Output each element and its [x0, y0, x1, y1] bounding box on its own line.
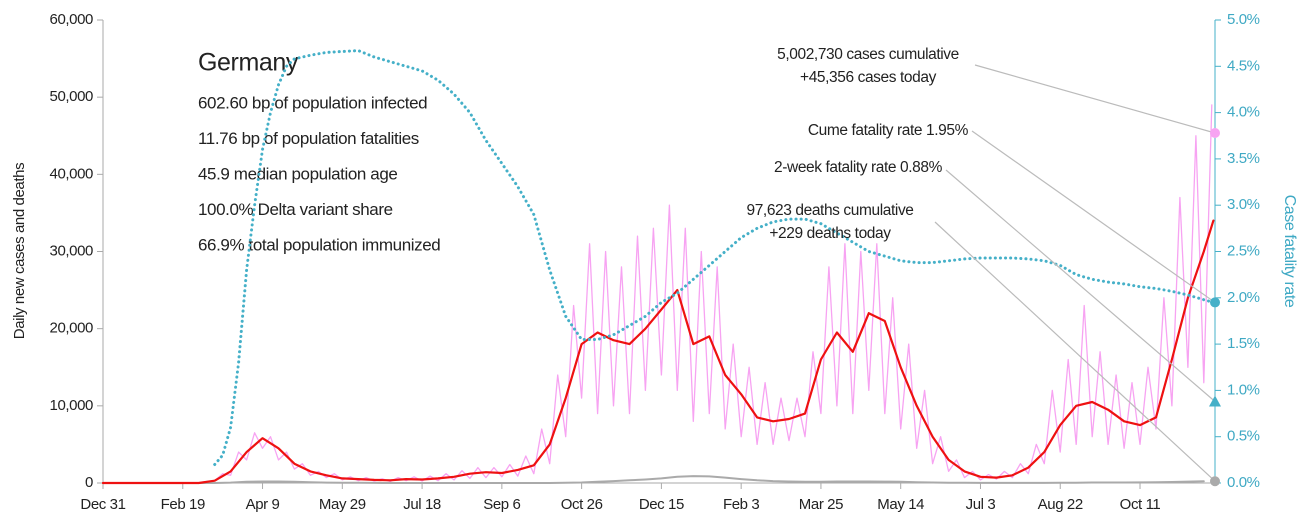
y-tick-label: 20,000 [50, 320, 94, 337]
x-tick-label: Jul 18 [403, 496, 441, 513]
y2-tick-label: 1.0% [1227, 381, 1260, 398]
x-tick-label: Mar 25 [799, 496, 843, 513]
info-line: 602.60 bp of population infected [198, 93, 427, 112]
x-tick-label: Oct 26 [561, 496, 603, 513]
y2-tick-label: 2.5% [1227, 242, 1260, 259]
y2-tick-label: 3.0% [1227, 196, 1260, 213]
y2-tick-label: 4.5% [1227, 57, 1260, 74]
leader-line [971, 130, 1216, 303]
leader-line [945, 169, 1216, 402]
x-tick-label: Feb 19 [161, 496, 205, 513]
y-tick-label: 30,000 [50, 242, 94, 259]
y-tick-label: 50,000 [50, 88, 94, 105]
y2-tick-label: 1.5% [1227, 335, 1260, 352]
x-tick-label: Apr 9 [246, 496, 280, 513]
series-line [213, 49, 1215, 466]
marker [1210, 128, 1220, 139]
info-line: 11.76 bp of population fatalities [198, 129, 419, 148]
info-title: Germany [198, 49, 299, 77]
annotation: Cume fatality rate 1.95% [808, 122, 969, 139]
x-tick-label: Dec 15 [639, 496, 684, 513]
leader-line [974, 64, 1216, 134]
series-line [102, 104, 1213, 484]
y-tick-label: 0 [85, 474, 93, 491]
annotation: +45,356 cases today [800, 69, 937, 86]
y-tick-label: 40,000 [50, 165, 94, 182]
y2-tick-label: 2.0% [1227, 289, 1260, 306]
y2-tick-label: 0.0% [1227, 474, 1260, 491]
x-tick-label: Aug 22 [1038, 496, 1083, 513]
y2-tick-label: 3.5% [1227, 150, 1260, 167]
x-tick-label: May 29 [319, 496, 366, 513]
x-tick-label: Oct 11 [1120, 496, 1161, 513]
x-tick-label: Dec 31 [80, 496, 125, 513]
x-tick-label: Sep 6 [483, 496, 520, 513]
x-tick-label: Feb 3 [723, 496, 759, 513]
y2-tick-label: 5.0% [1227, 11, 1260, 28]
x-tick-label: Jul 3 [966, 496, 996, 513]
y-tick-label: 10,000 [50, 397, 94, 414]
marker [1210, 297, 1220, 308]
series-line [101, 219, 1215, 485]
y2-tick-label: 4.0% [1227, 104, 1260, 121]
annotation: +229 deaths today [769, 225, 891, 242]
info-line: 100.0% Delta variant share [198, 200, 393, 219]
info-line: 66.9% total population immunized [198, 235, 440, 254]
marker [1209, 395, 1221, 407]
x-tick-label: May 14 [877, 496, 924, 513]
y2-axis-label: Case fatality rate [1281, 195, 1298, 308]
info-line: 45.9 median population age [198, 164, 397, 183]
y-axis-label: Daily new cases and deaths [11, 163, 28, 339]
y-tick-label: 60,000 [50, 11, 94, 28]
annotation: 5,002,730 cases cumulative [777, 46, 959, 63]
series-line [102, 475, 1205, 484]
annotation: 2-week fatality rate 0.88% [774, 159, 943, 176]
y2-tick-label: 0.5% [1227, 428, 1260, 445]
marker [1210, 476, 1220, 487]
annotation: 97,623 deaths cumulative [746, 202, 913, 219]
leader-line [934, 221, 1216, 482]
